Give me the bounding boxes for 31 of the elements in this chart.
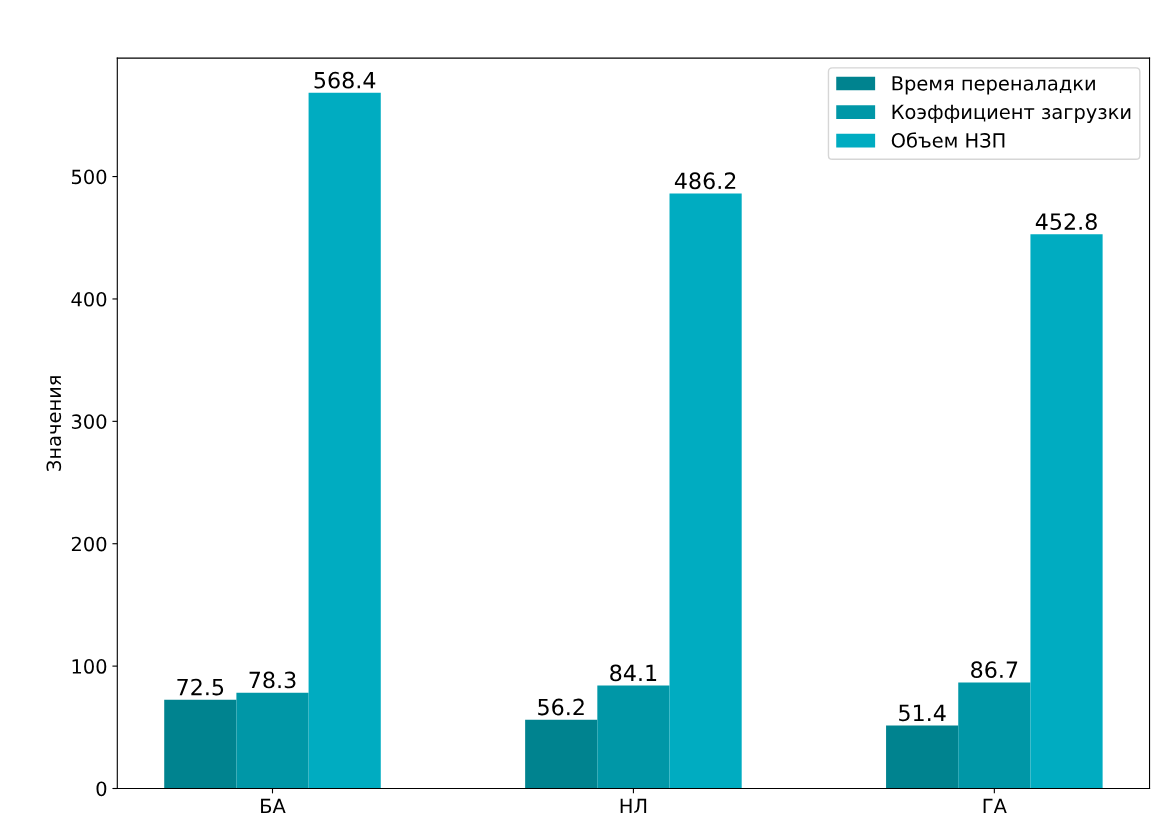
y-tick-label: 0 [96, 781, 107, 797]
legend-label: Время переналадки [892, 76, 1095, 95]
y-tick-label: 400 [71, 291, 107, 307]
bar [1030, 234, 1103, 789]
data-label: 84.1 [610, 664, 657, 682]
bar [164, 699, 237, 789]
bar [236, 692, 309, 789]
bar [886, 725, 959, 789]
y-tick-label: 500 [71, 169, 107, 185]
x-tick-label: ГА [983, 798, 1007, 813]
data-label: 452.8 [1035, 213, 1097, 231]
y-tick-label: 200 [71, 536, 107, 552]
data-label: 78.3 [249, 671, 296, 689]
bar [669, 193, 742, 789]
data-label: 568.4 [314, 71, 376, 89]
legend-label: Объем НЗП [891, 132, 1005, 148]
data-label: 56.2 [538, 698, 584, 716]
bar [958, 682, 1031, 789]
data-label: 86.7 [971, 661, 1018, 679]
data-label: 72.5 [177, 678, 224, 696]
data-label: 51.4 [899, 704, 946, 722]
y-axis-title: Значения [46, 376, 62, 471]
y-tick-label: 100 [72, 659, 107, 674]
data-label: 486.2 [674, 172, 736, 190]
y-tick-label: 300 [71, 414, 107, 430]
x-tick-label: БА [261, 798, 286, 813]
bar [597, 685, 670, 789]
bar [525, 719, 598, 789]
x-tick-label: НЛ [620, 798, 647, 813]
legend-label: Коэффициент загрузки [892, 104, 1131, 123]
bar [308, 92, 381, 789]
